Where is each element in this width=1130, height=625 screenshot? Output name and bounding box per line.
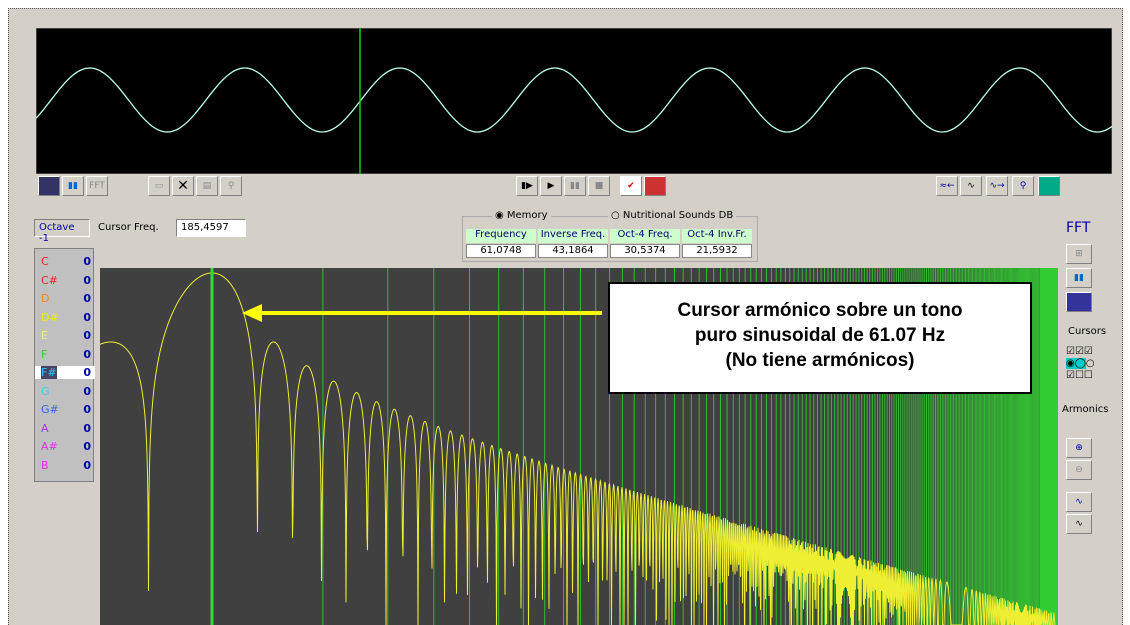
bars-button[interactable]: ▮▮ — [62, 176, 84, 196]
wave-left-button[interactable]: ≈← — [936, 176, 958, 196]
check2-button[interactable] — [644, 176, 666, 196]
note-value: 0 — [83, 384, 91, 398]
note-name: G — [41, 384, 50, 398]
db-option[interactable]: ○ Nutritional Sounds DB — [608, 210, 737, 221]
note-value: 0 — [83, 403, 91, 416]
note-value: 0 — [83, 458, 91, 472]
note-name: D — [41, 292, 50, 305]
note-value: 0 — [83, 366, 91, 379]
oscilloscope — [36, 28, 1112, 174]
zoom-in-button[interactable]: ⊕ — [1066, 438, 1092, 458]
note-row: G# 0 — [35, 403, 95, 416]
toolbar: ▮▮ FFT ▭ ✕ ▤ ⚲ ▮▶ ▶ ▮▮ ■ ✔ ≈← ∿ ∿→ ⚲ — [36, 176, 1112, 200]
note-name: F — [41, 347, 48, 361]
cursors-label: Cursors — [1068, 326, 1107, 337]
note-row: A# 0 — [35, 440, 95, 453]
print-button[interactable]: ▤ — [196, 176, 218, 196]
note-row: F# 0 — [35, 366, 95, 379]
db-label: Nutritional Sounds DB — [622, 210, 734, 221]
play-step-button[interactable]: ▮▶ — [516, 176, 538, 196]
table-value: 30,5374 — [610, 244, 680, 258]
cursor-options[interactable]: ☑☑☑ ◉◯○ ☑☐☐ — [1066, 346, 1095, 381]
table-header: Oct-4 Inv.Fr. — [682, 229, 752, 243]
note-row: C# 0 — [35, 274, 95, 287]
stop-button[interactable]: ■ — [588, 176, 610, 196]
wave-button-3[interactable]: ∿ — [1066, 514, 1092, 534]
note-name: F# — [41, 366, 57, 379]
side-color-button[interactable] — [1066, 292, 1092, 312]
check-button[interactable]: ✔ — [620, 176, 642, 196]
wave-button[interactable]: ∿ — [960, 176, 982, 196]
annotation-line: (No tiene armónicos) — [725, 350, 915, 371]
zoom-out-button[interactable]: ⊖ — [1066, 460, 1092, 480]
note-name: C — [41, 255, 49, 268]
note-name: E — [41, 329, 48, 342]
table-header: Inverse Freq. — [538, 229, 608, 243]
cursor-freq-value: 185,4597 — [176, 219, 246, 237]
side-grid-button[interactable]: ⊞ — [1066, 244, 1092, 264]
tool-button[interactable]: ⚲ — [220, 176, 242, 196]
side-bars-button[interactable]: ▮▮ — [1066, 268, 1092, 288]
note-value: 0 — [83, 255, 91, 268]
play-button[interactable]: ▶ — [540, 176, 562, 196]
table-value: 61,0748 — [466, 244, 536, 258]
note-value: 0 — [83, 329, 91, 342]
delete-button[interactable]: ✕ — [172, 176, 194, 196]
zoom-button[interactable]: ⚲ — [1012, 176, 1034, 196]
wave-button-2[interactable]: ∿ — [1066, 492, 1092, 512]
note-value: 0 — [83, 292, 91, 305]
note-name: A# — [41, 440, 58, 453]
annotation-line: puro sinusoidal de 61.07 Hz — [694, 325, 946, 346]
wave-right-button[interactable]: ∿→ — [986, 176, 1008, 196]
note-name: C# — [41, 273, 58, 287]
table-header: Oct-4 Freq. — [610, 229, 680, 243]
notes-panel: C 0 C# 0 D 0 D# 0 E 0 F 0 F# 0 G 0 G# 0 A 0 A# 0 B 0 — [34, 248, 95, 482]
note-name: A — [41, 421, 49, 435]
table-value: 21,5932 — [682, 244, 752, 258]
note-name: D# — [41, 310, 59, 324]
note-name: B — [41, 458, 49, 472]
memory-label: Memory — [506, 210, 548, 221]
pause-button[interactable]: ▮▮ — [564, 176, 586, 196]
scope-button[interactable] — [1038, 176, 1060, 196]
open-button[interactable]: ▭ — [148, 176, 170, 196]
note-value: 0 — [83, 440, 91, 453]
note-value: 0 — [83, 347, 91, 361]
side-title: FFT — [1066, 220, 1091, 236]
table-value: 43,1864 — [538, 244, 608, 258]
note-row: D# 0 — [35, 311, 95, 324]
annotation-line: Cursor armónico sobre un tono — [677, 300, 963, 321]
grid-button[interactable] — [38, 176, 60, 196]
octave: Octave -1 — [34, 219, 90, 244]
note-value: 0 — [83, 310, 91, 324]
note-value: 0 — [83, 421, 91, 435]
armonics-label: Armonics — [1062, 404, 1109, 415]
memory-option[interactable]: ◉ Memory — [492, 210, 551, 221]
note-name: G# — [41, 403, 59, 416]
annotation: Cursor armónico sobre un tono puro sinus… — [608, 282, 1032, 394]
note-value: 0 — [83, 273, 91, 287]
fft-button[interactable]: FFT — [86, 176, 108, 196]
cursor-freq-label: Cursor Freq. — [98, 222, 159, 233]
table-header: Frequency — [466, 229, 536, 243]
